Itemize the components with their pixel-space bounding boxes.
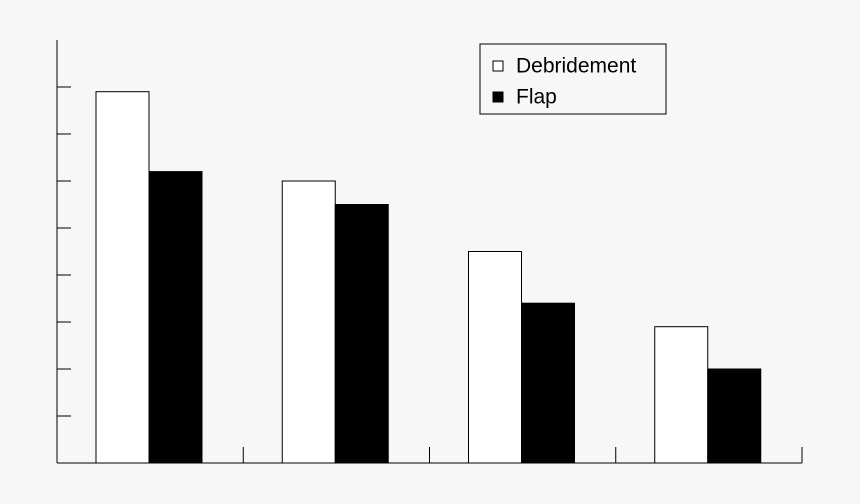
legend-box xyxy=(479,43,667,115)
bar xyxy=(95,91,150,464)
bar xyxy=(654,326,709,464)
bar xyxy=(707,368,762,464)
legend-label: Debridement xyxy=(516,55,636,78)
legend-label: Flap xyxy=(516,86,557,109)
bar xyxy=(148,171,203,464)
bar xyxy=(521,302,575,464)
legend-swatch xyxy=(492,60,504,72)
legend-swatch xyxy=(492,91,504,103)
bar xyxy=(468,251,522,464)
bar xyxy=(281,180,336,464)
bar xyxy=(334,204,389,464)
